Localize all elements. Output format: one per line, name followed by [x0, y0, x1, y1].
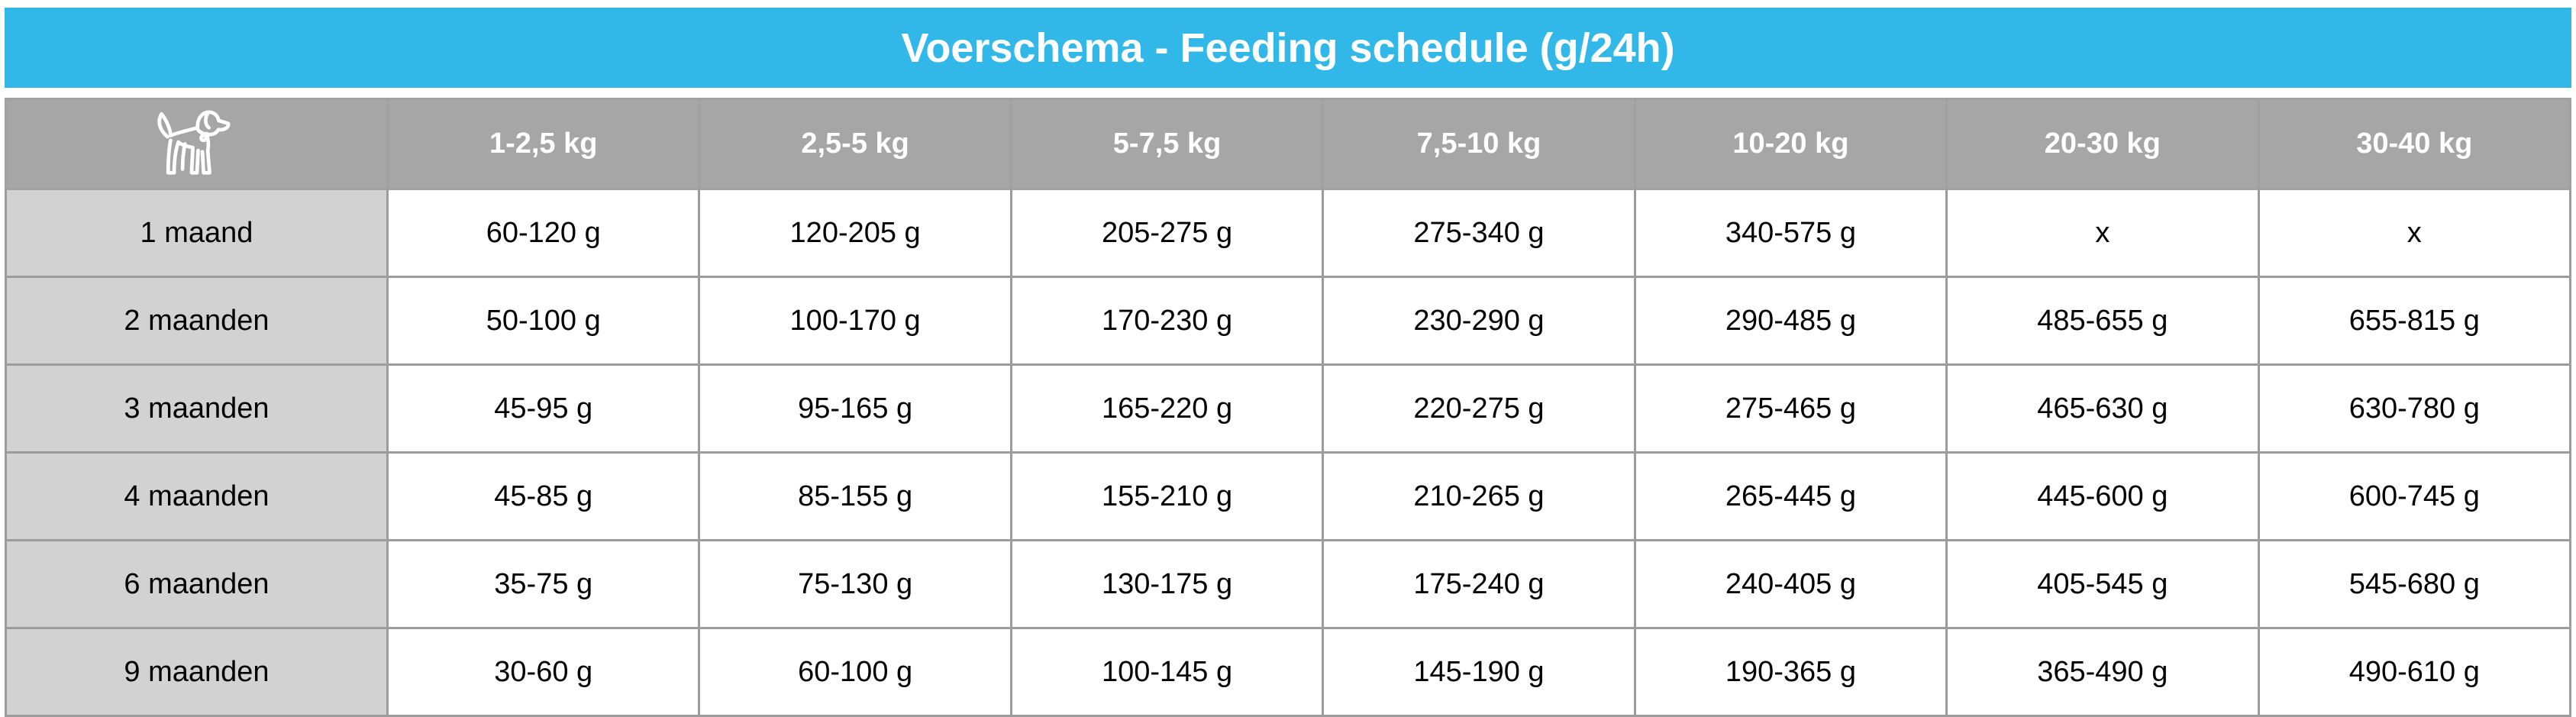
page-title: Voerschema - Feeding schedule (g/24h) [901, 24, 1675, 71]
table-cell: 45-85 g [386, 451, 701, 541]
table-body: 1 maand 60-120 g 120-205 g 205-275 g 275-340… [5, 188, 2572, 717]
table-cell: 50-100 g [386, 276, 701, 366]
table-cell: 445-600 g [1945, 451, 2260, 541]
table-cell: 485-655 g [1945, 276, 2260, 366]
table-cell: 340-575 g [1633, 188, 1948, 278]
column-header: 5-7,5 kg [1009, 98, 1325, 190]
dog-icon-cell [5, 98, 389, 190]
table-header: 1-2,5 kg 2,5-5 kg 5-7,5 kg 7,5-10 kg 10-20 k… [5, 98, 2572, 190]
table-row: 1 maand 60-120 g 120-205 g 205-275 g 275-340… [5, 188, 2572, 278]
column-header: 20-30 kg [1945, 98, 2260, 190]
table-row: 9 maanden 30-60 g 60-100 g 100-145 g 145-190… [5, 627, 2572, 717]
table-cell: 175-240 g [1322, 539, 1636, 629]
table-cell: 100-170 g [698, 276, 1012, 366]
row-label: 3 maanden [5, 363, 389, 454]
column-header: 7,5-10 kg [1322, 98, 1636, 190]
table-cell: 95-165 g [698, 363, 1012, 454]
row-label: 6 maanden [5, 539, 389, 629]
table-cell: 190-365 g [1633, 627, 1948, 717]
table-cell: 85-155 g [698, 451, 1012, 541]
table-cell: 170-230 g [1009, 276, 1325, 366]
table-cell: 35-75 g [386, 539, 701, 629]
table-cell: 465-630 g [1945, 363, 2260, 454]
table-cell: 290-485 g [1633, 276, 1948, 366]
column-header: 10-20 kg [1633, 98, 1948, 190]
table-cell: 655-815 g [2257, 276, 2572, 366]
row-label: 4 maanden [5, 451, 389, 541]
table-cell: 100-145 g [1009, 627, 1325, 717]
table-cell: 220-275 g [1322, 363, 1636, 454]
table-cell: x [1945, 188, 2260, 278]
row-label: 2 maanden [5, 276, 389, 366]
table-cell: 130-175 g [1009, 539, 1325, 629]
feeding-table: 1-2,5 kg 2,5-5 kg 5-7,5 kg 7,5-10 kg 10-20 k… [5, 98, 2572, 717]
table-cell: 265-445 g [1633, 451, 1948, 541]
table-cell: 205-275 g [1009, 188, 1325, 278]
table-cell: 75-130 g [698, 539, 1012, 629]
table-row: 2 maanden 50-100 g 100-170 g 170-230 g 230-2… [5, 276, 2572, 366]
table-cell: 490-610 g [2257, 627, 2572, 717]
table-cell: 45-95 g [386, 363, 701, 454]
table-cell: 155-210 g [1009, 451, 1325, 541]
table-row: 4 maanden 45-85 g 85-155 g 155-210 g 210-265… [5, 451, 2572, 541]
table-cell: 30-60 g [386, 627, 701, 717]
title-bar: Voerschema - Feeding schedule (g/24h) [5, 8, 2571, 88]
table-cell: 60-120 g [386, 188, 701, 278]
column-header: 2,5-5 kg [698, 98, 1012, 190]
table-cell: 165-220 g [1009, 363, 1325, 454]
table-cell: 405-545 g [1945, 539, 2260, 629]
column-header: 30-40 kg [2257, 98, 2572, 190]
table-row: 3 maanden 45-95 g 95-165 g 165-220 g 220-275… [5, 363, 2572, 454]
table-cell: 365-490 g [1945, 627, 2260, 717]
row-label: 1 maand [5, 188, 389, 278]
table-cell: 630-780 g [2257, 363, 2572, 454]
table-row: 6 maanden 35-75 g 75-130 g 130-175 g 175-240… [5, 539, 2572, 629]
header-row: 1-2,5 kg 2,5-5 kg 5-7,5 kg 7,5-10 kg 10-20 k… [5, 98, 2572, 190]
table-cell: 275-340 g [1322, 188, 1636, 278]
table-cell: x [2257, 188, 2572, 278]
table-cell: 600-745 g [2257, 451, 2572, 541]
row-label: 9 maanden [5, 627, 389, 717]
table-cell: 145-190 g [1322, 627, 1636, 717]
column-header: 1-2,5 kg [386, 98, 701, 190]
table-cell: 210-265 g [1322, 451, 1636, 541]
table-cell: 545-680 g [2257, 539, 2572, 629]
dog-icon [157, 110, 230, 175]
table-cell: 60-100 g [698, 627, 1012, 717]
table-cell: 240-405 g [1633, 539, 1948, 629]
table-cell: 230-290 g [1322, 276, 1636, 366]
table-cell: 120-205 g [698, 188, 1012, 278]
table-cell: 275-465 g [1633, 363, 1948, 454]
